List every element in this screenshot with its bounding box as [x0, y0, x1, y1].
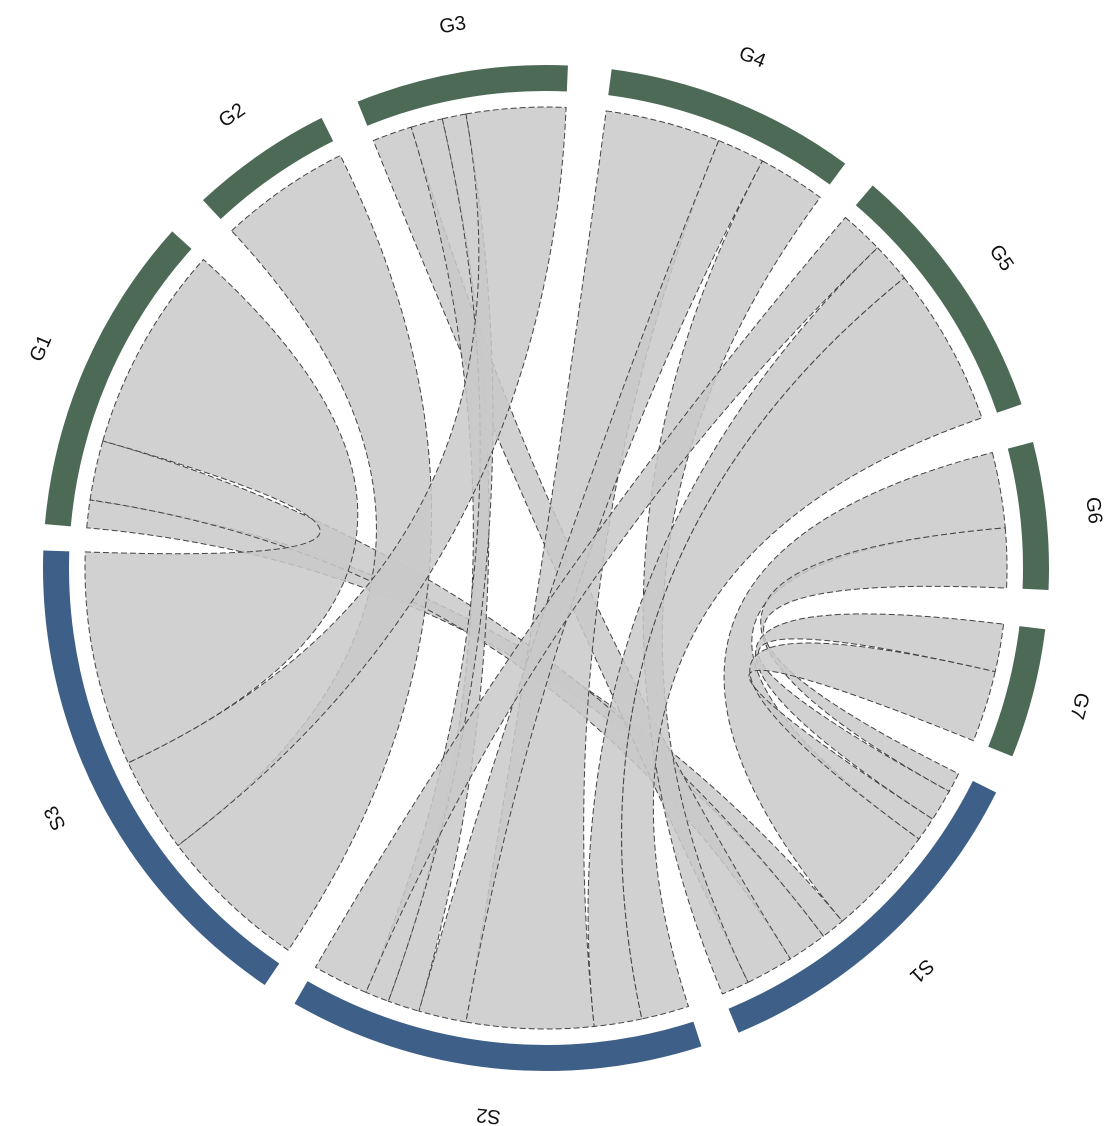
sector-g6: [1007, 442, 1049, 590]
chord-ribbon-g5-s2-12: [587, 247, 905, 1028]
sector-g5: [855, 185, 1022, 413]
chord-ribbon-g6-s1-15: [760, 527, 1008, 793]
sector-label-g2: G2: [215, 99, 249, 132]
sector-g7: [988, 626, 1046, 757]
sector-label-g1: G1: [26, 332, 57, 365]
chord-ribbon-g3-s3-7: [127, 106, 567, 847]
ribbons-layer: [84, 106, 1008, 1030]
chord-ribbon-g4-s2-9: [418, 139, 764, 1023]
sector-g4: [608, 69, 846, 185]
sector-label-s2: S2: [475, 1103, 502, 1126]
chord-ribbon-g2-s3-3: [177, 154, 433, 951]
sectors-layer: [43, 65, 1049, 1071]
sector-label-g7: G7: [1065, 690, 1093, 721]
chord-ribbon-g5-s2-13: [621, 277, 983, 1020]
sector-label-s3: S3: [40, 802, 71, 834]
sector-label-g5: G5: [985, 241, 1018, 275]
chord-ribbon-g5-s3-11: [314, 216, 879, 994]
chord-ribbon-g7-s1-16: [755, 613, 1005, 820]
chord-ribbon-g4-s1-10: [642, 160, 821, 995]
sector-g1: [44, 231, 192, 527]
chord-ribbon-g7-s1-17: [748, 642, 996, 840]
chord-ribbon-g1-s3-2: [84, 258, 359, 764]
sector-s2: [294, 981, 702, 1071]
sector-label-g6: G6: [1081, 496, 1106, 525]
sector-label-s1: S1: [905, 954, 938, 987]
sector-s1: [728, 780, 997, 1033]
sector-g2: [202, 117, 334, 220]
sector-g3: [357, 65, 568, 126]
sector-label-g4: G4: [736, 42, 769, 72]
sector-label-g3: G3: [438, 12, 468, 38]
sector-s3: [43, 550, 280, 986]
